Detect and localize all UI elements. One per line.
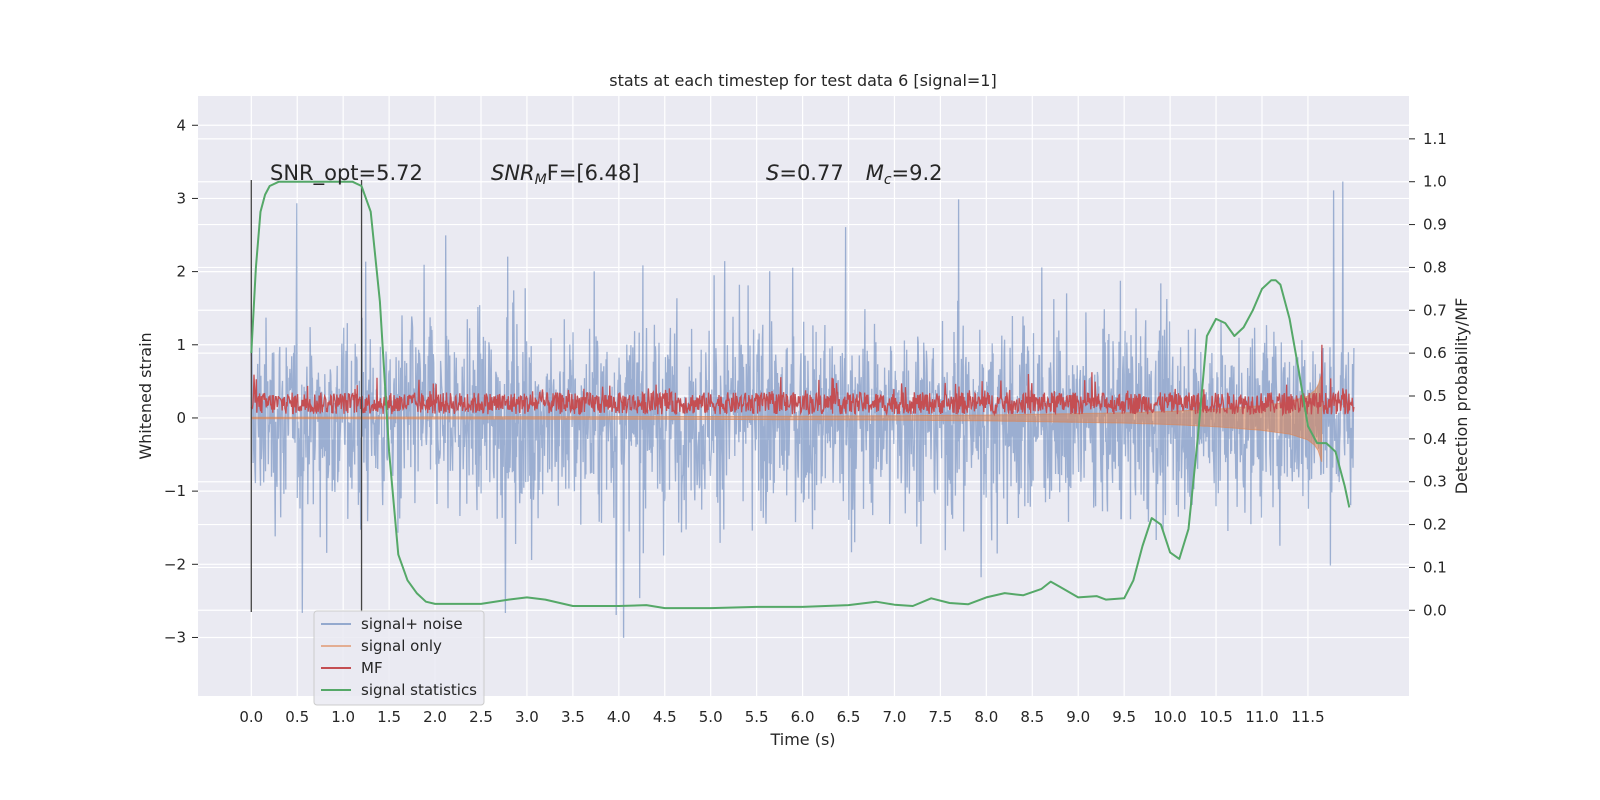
y-tick-label: 4 <box>176 116 186 134</box>
x-tick-label: 6.5 <box>837 708 861 726</box>
y2-tick-label: 0.5 <box>1423 387 1447 405</box>
annotation-mc-subscript: c <box>884 172 892 188</box>
legend-box <box>313 610 485 706</box>
x-tick-label: 0.0 <box>239 708 263 726</box>
x-tick-label: 9.0 <box>1066 708 1090 726</box>
annotation-s-symbol: S <box>766 161 779 185</box>
y2-tick-label: 0.6 <box>1423 344 1447 362</box>
annotation-snr-mf-subscript: M <box>535 172 547 188</box>
x-tick-label: 3.0 <box>515 708 539 726</box>
y2-tick-label: 0.8 <box>1423 258 1447 276</box>
x-tick-label: 9.5 <box>1112 708 1136 726</box>
y-axis-label: Whitened strain <box>136 332 155 459</box>
x-tick-label: 7.0 <box>883 708 907 726</box>
series-mf <box>250 344 1355 417</box>
x-tick-label: 11.0 <box>1245 708 1278 726</box>
y-axis-ticks: −3 −2 −1 0 1 2 3 4 <box>164 116 198 646</box>
y2-axis-label: Detection probability/MF <box>1452 298 1471 495</box>
y-tick-label: 1 <box>176 336 186 354</box>
x-tick-label: 7.5 <box>928 708 952 726</box>
y-tick-label: −2 <box>164 555 186 573</box>
x-tick-label: 8.5 <box>1020 708 1044 726</box>
vertical-lines <box>250 180 363 612</box>
annotation-s-value: =0.77 <box>779 161 843 185</box>
x-tick-label: 11.5 <box>1291 708 1324 726</box>
annotation-mc-value: =9.2 <box>892 161 943 185</box>
chart-title: stats at each timestep for test data 6 [… <box>609 71 996 90</box>
annotation-snr-mf-symbol: SNR <box>491 161 535 185</box>
y-tick-label: 2 <box>176 263 186 281</box>
annotation-snr-mf: SNRMF=[6.48] <box>491 161 640 188</box>
y-tick-label: −3 <box>164 628 186 646</box>
x-axis-label: Time (s) <box>769 730 835 749</box>
x-tick-label: 10.5 <box>1199 708 1232 726</box>
y2-tick-label: 1.0 <box>1423 173 1447 191</box>
legend-label-mf: MF <box>361 659 383 677</box>
x-tick-label: 2.5 <box>469 708 493 726</box>
x-tick-label: 0.5 <box>285 708 309 726</box>
annotation-snr-opt: SNR_opt=5.72 <box>270 161 423 186</box>
x-tick-label: 4.5 <box>653 708 677 726</box>
annotation-mc-symbol: M <box>866 161 884 185</box>
y-tick-label: −1 <box>164 482 186 500</box>
y2-tick-label: 0.9 <box>1423 216 1447 234</box>
x-tick-label: 6.0 <box>791 708 815 726</box>
y-tick-label: 0 <box>176 409 186 427</box>
legend: signal+ noise signal only MF signal stat… <box>313 610 485 706</box>
x-tick-label: 3.5 <box>561 708 585 726</box>
x-tick-label: 1.0 <box>331 708 355 726</box>
y2-tick-label: 0.2 <box>1423 516 1447 534</box>
y2-tick-label: 0.3 <box>1423 473 1447 491</box>
x-tick-label: 1.5 <box>377 708 401 726</box>
legend-label-signal-noise: signal+ noise <box>361 615 463 633</box>
y-tick-label: 3 <box>176 189 186 207</box>
y2-tick-label: 1.1 <box>1423 130 1447 148</box>
x-tick-label: 5.5 <box>745 708 769 726</box>
y2-tick-label: 0.1 <box>1423 558 1447 576</box>
y2-axis-ticks: 0.0 0.1 0.2 0.3 0.4 0.5 0.6 0.7 0.8 0.9 1.0 1.1 <box>1409 130 1447 619</box>
x-tick-label: 8.0 <box>974 708 998 726</box>
annotation-snr-mf-value: F=[6.48] <box>547 161 640 185</box>
x-axis-ticks: 0.0 0.5 1.0 1.5 2.0 2.5 3.0 3.5 4.0 4.5 5.0 5.5 6.0 6… <box>239 708 1324 726</box>
y2-tick-label: 0.7 <box>1423 301 1447 319</box>
series-signal-statistics <box>250 180 1351 610</box>
x-tick-label: 2.0 <box>423 708 447 726</box>
y2-tick-label: 0.4 <box>1423 430 1447 448</box>
x-tick-label: 5.0 <box>699 708 723 726</box>
signal-only-band <box>250 373 1323 463</box>
legend-label-signal-statistics: signal statistics <box>361 681 477 699</box>
y2-tick-label: 0.0 <box>1423 601 1447 619</box>
signal-statistics-line <box>250 180 1351 610</box>
x-tick-label: 10.0 <box>1153 708 1186 726</box>
series-signal-only <box>250 373 1323 463</box>
mf-line <box>250 344 1355 417</box>
annotation-s-mc: S=0.77 Mc=9.2 <box>766 161 943 188</box>
legend-label-signal-only: signal only <box>361 637 442 655</box>
x-tick-label: 4.0 <box>607 708 631 726</box>
